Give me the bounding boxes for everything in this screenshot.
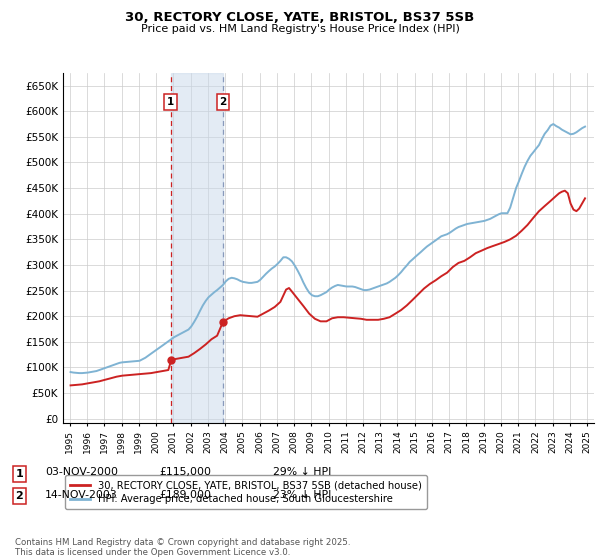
Text: Contains HM Land Registry data © Crown copyright and database right 2025.
This d: Contains HM Land Registry data © Crown c…: [15, 538, 350, 557]
Text: 29% ↓ HPI: 29% ↓ HPI: [273, 467, 331, 477]
Text: 2: 2: [219, 97, 226, 107]
Text: £115,000: £115,000: [159, 467, 211, 477]
Text: 23% ↓ HPI: 23% ↓ HPI: [273, 489, 331, 500]
Text: 1: 1: [167, 97, 174, 107]
Text: 2: 2: [16, 491, 23, 501]
Text: 30, RECTORY CLOSE, YATE, BRISTOL, BS37 5SB: 30, RECTORY CLOSE, YATE, BRISTOL, BS37 5…: [125, 11, 475, 24]
Legend: 30, RECTORY CLOSE, YATE, BRISTOL, BS37 5SB (detached house), HPI: Average price,: 30, RECTORY CLOSE, YATE, BRISTOL, BS37 5…: [65, 475, 427, 509]
Bar: [170, 73, 223, 423]
Text: 14-NOV-2003: 14-NOV-2003: [45, 489, 118, 500]
Text: £189,000: £189,000: [159, 489, 211, 500]
Text: 1: 1: [16, 469, 23, 479]
Text: 03-NOV-2000: 03-NOV-2000: [45, 467, 118, 477]
Text: Price paid vs. HM Land Registry's House Price Index (HPI): Price paid vs. HM Land Registry's House …: [140, 24, 460, 34]
